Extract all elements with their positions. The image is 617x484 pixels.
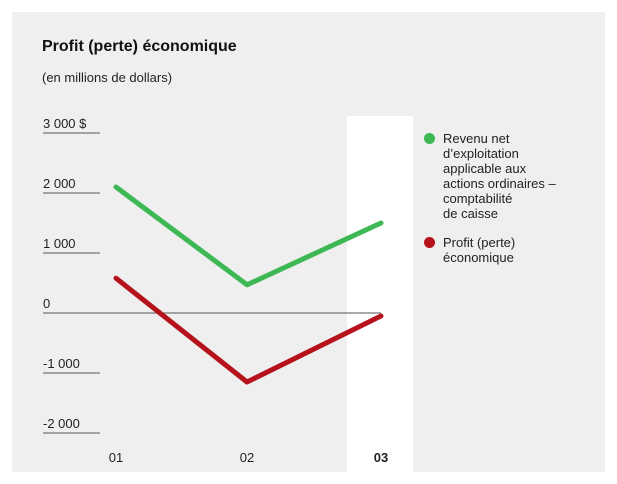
chart-title: Profit (perte) économique: [42, 38, 237, 55]
legend-item-series-2: Profit (perte) économique: [424, 235, 594, 265]
y-tick-label: -1 000: [43, 356, 80, 371]
legend-item-series-1: Revenu net d’exploitation applicable aux…: [424, 131, 594, 221]
x-tick-label-03: 03: [374, 450, 388, 465]
legend-label-series-1: Revenu net d’exploitation applicable aux…: [443, 131, 556, 221]
chart-subtitle: (en millions de dollars): [42, 70, 173, 85]
y-tick-label: 3 000 $: [43, 116, 87, 131]
highlight-column: [347, 116, 413, 472]
y-tick-label: 1 000: [43, 236, 76, 251]
series-line-1: [113, 184, 384, 288]
chart-legend: Revenu net d’exploitation applicable aux…: [424, 131, 594, 279]
y-tick-label: 0: [43, 296, 50, 311]
legend-label-series-2: Profit (perte) économique: [443, 235, 516, 265]
chart-panel: [12, 12, 605, 472]
series-line-2: [113, 275, 384, 385]
y-tick-label: 2 000: [43, 176, 76, 191]
legend-swatch-series-1: [424, 133, 435, 144]
x-tick-label-01: 01: [109, 450, 123, 465]
x-tick-label-02: 02: [240, 450, 254, 465]
legend-swatch-series-2: [424, 237, 435, 248]
y-tick-label: -2 000: [43, 416, 80, 431]
